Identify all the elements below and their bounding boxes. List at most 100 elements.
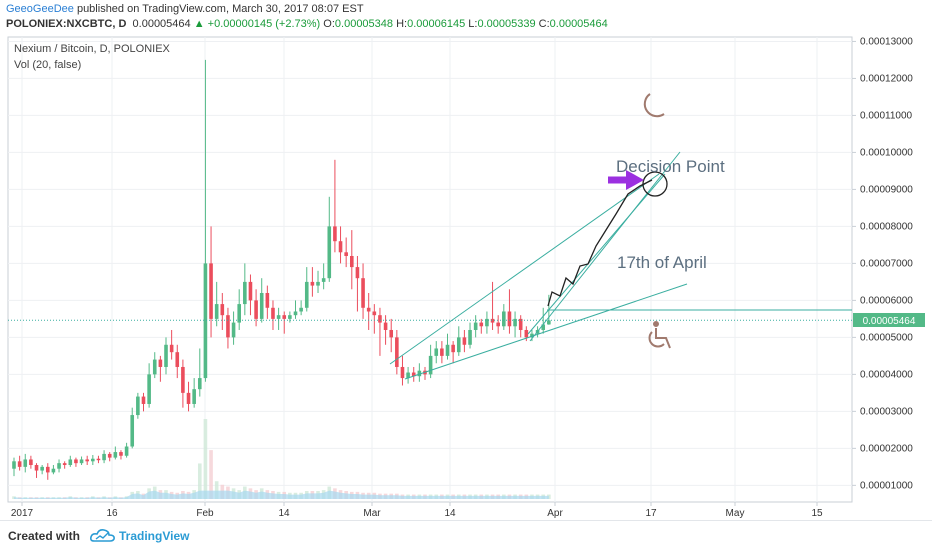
candle-body[interactable]	[113, 452, 118, 458]
candle-body[interactable]	[473, 322, 478, 330]
candle-body[interactable]	[327, 226, 332, 279]
candle-body[interactable]	[175, 352, 180, 367]
candle-body[interactable]	[513, 318, 517, 327]
candle-body[interactable]	[102, 453, 106, 461]
candle-body[interactable]	[124, 446, 129, 456]
candle-body[interactable]	[23, 459, 28, 467]
candle-body[interactable]	[91, 458, 95, 462]
candle-body[interactable]	[231, 322, 236, 338]
candle-body[interactable]	[530, 333, 534, 338]
tradingview-brand-link[interactable]: TradingView	[119, 529, 190, 543]
candle-body[interactable]	[468, 329, 472, 345]
candle-body[interactable]	[383, 322, 388, 330]
candle-body[interactable]	[220, 304, 225, 316]
candle-body[interactable]	[158, 359, 163, 367]
trend-line-steep-1[interactable]	[529, 151, 681, 342]
candle-body[interactable]	[350, 255, 354, 268]
candle-body[interactable]	[119, 452, 123, 456]
candle-body[interactable]	[321, 278, 326, 282]
candle-body[interactable]	[68, 459, 73, 466]
candle-body[interactable]	[355, 267, 360, 279]
candle-body[interactable]	[259, 292, 264, 319]
candle-body[interactable]	[243, 281, 247, 305]
candle-body[interactable]	[136, 396, 140, 416]
candle-body[interactable]	[40, 466, 44, 471]
candle-body[interactable]	[214, 304, 219, 319]
candle-body[interactable]	[248, 281, 253, 301]
trend-line-upper[interactable]	[389, 173, 660, 365]
candle-body[interactable]	[62, 463, 67, 466]
candle-body[interactable]	[479, 322, 484, 327]
candle-body[interactable]	[265, 292, 270, 308]
candle-body[interactable]	[434, 348, 439, 356]
candle-body[interactable]	[79, 459, 84, 464]
candle-body[interactable]	[57, 463, 61, 469]
candle-body[interactable]	[333, 226, 337, 242]
candle-body[interactable]	[485, 318, 489, 327]
candle-body[interactable]	[85, 459, 89, 462]
candle-body[interactable]	[417, 370, 422, 377]
candle-body[interactable]	[17, 461, 22, 467]
candle-body[interactable]	[152, 359, 157, 375]
trend-drawings[interactable]	[389, 151, 852, 380]
trend-line-steep-2[interactable]	[527, 173, 666, 335]
candle-body[interactable]	[411, 372, 416, 377]
candle-body[interactable]	[12, 461, 16, 469]
candle-body[interactable]	[310, 281, 315, 286]
candle-body[interactable]	[428, 355, 433, 375]
candle-body[interactable]	[51, 468, 56, 473]
candle-body[interactable]	[186, 392, 191, 404]
candle-body[interactable]	[547, 320, 551, 325]
candle-body[interactable]	[237, 304, 241, 323]
candle-body[interactable]	[169, 344, 174, 353]
candle-body[interactable]	[29, 459, 33, 466]
candle-body[interactable]	[293, 311, 298, 316]
decision-circle[interactable]	[642, 171, 668, 197]
candle-body[interactable]	[147, 374, 151, 404]
candle-body[interactable]	[288, 315, 292, 319]
author-link[interactable]: GeeoGeeDee	[6, 3, 74, 15]
candle-body[interactable]	[406, 372, 410, 379]
candle-body[interactable]	[344, 252, 348, 256]
candle-body[interactable]	[226, 315, 230, 338]
candle-body[interactable]	[107, 453, 112, 458]
candle-body[interactable]	[192, 389, 196, 404]
candle-body[interactable]	[282, 315, 287, 319]
price-chart[interactable]: 0.00001000 0.00002000 0.00003000 0.00004000…	[0, 34, 932, 520]
candle-body[interactable]	[271, 307, 275, 319]
candle-body[interactable]	[96, 458, 101, 461]
candle-body[interactable]	[203, 263, 208, 379]
candle-body[interactable]	[130, 415, 135, 447]
candle-body[interactable]	[254, 300, 258, 319]
candle-body[interactable]	[299, 307, 303, 312]
candle-body[interactable]	[541, 324, 546, 330]
candle-body[interactable]	[378, 315, 382, 323]
tradingview-cloud-icon[interactable]	[90, 527, 116, 543]
candle-body[interactable]	[181, 366, 185, 393]
projection-path[interactable]	[547, 179, 653, 307]
candle-body[interactable]	[372, 311, 377, 316]
candle-body[interactable]	[462, 337, 467, 345]
candle-body[interactable]	[141, 396, 146, 404]
candle-body[interactable]	[316, 281, 320, 286]
candle-body[interactable]	[518, 318, 523, 330]
candle-body[interactable]	[400, 366, 405, 379]
trend-line-lower[interactable]	[404, 283, 688, 380]
candle-body[interactable]	[490, 318, 495, 323]
candle-body[interactable]	[440, 348, 444, 356]
candle-body[interactable]	[366, 307, 371, 312]
candle-body[interactable]	[197, 378, 202, 390]
candle-body[interactable]	[361, 278, 365, 308]
candle-body[interactable]	[507, 311, 512, 327]
candle-body[interactable]	[389, 329, 394, 338]
candle-body[interactable]	[209, 263, 213, 319]
candle-body[interactable]	[304, 281, 309, 308]
candle-body[interactable]	[496, 322, 500, 327]
candle-body[interactable]	[164, 344, 168, 367]
candle-body[interactable]	[34, 465, 39, 471]
candle-body[interactable]	[502, 311, 506, 327]
candle-body[interactable]	[445, 344, 450, 356]
candle-body[interactable]	[338, 241, 343, 253]
candle-body[interactable]	[524, 329, 529, 338]
candle-body[interactable]	[276, 315, 281, 319]
